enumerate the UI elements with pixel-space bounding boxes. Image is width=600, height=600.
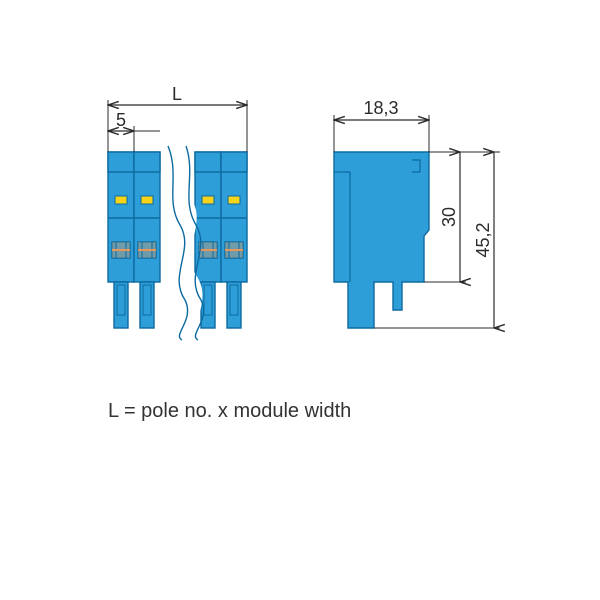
side-view: 18,3 30 45,2 bbox=[334, 98, 500, 328]
dimension-label: L bbox=[172, 84, 182, 104]
side-profile bbox=[334, 152, 429, 328]
front-view: L 5 bbox=[108, 84, 247, 340]
footnote-text: L = pole no. x module width bbox=[108, 400, 351, 423]
dimension-label: 5 bbox=[116, 110, 126, 130]
dimension-depth: 18,3 bbox=[334, 98, 429, 152]
connector-module bbox=[221, 152, 247, 328]
connector-module bbox=[134, 152, 160, 328]
dimension-label: 45,2 bbox=[473, 222, 493, 257]
dimension-label: 30 bbox=[439, 207, 459, 227]
dimension-pitch: 5 bbox=[108, 110, 160, 152]
connector-module bbox=[108, 152, 134, 328]
dimension-body-height: 30 bbox=[424, 152, 466, 282]
dimension-label: 18,3 bbox=[363, 98, 398, 118]
dimension-overall-width: L bbox=[108, 84, 247, 152]
